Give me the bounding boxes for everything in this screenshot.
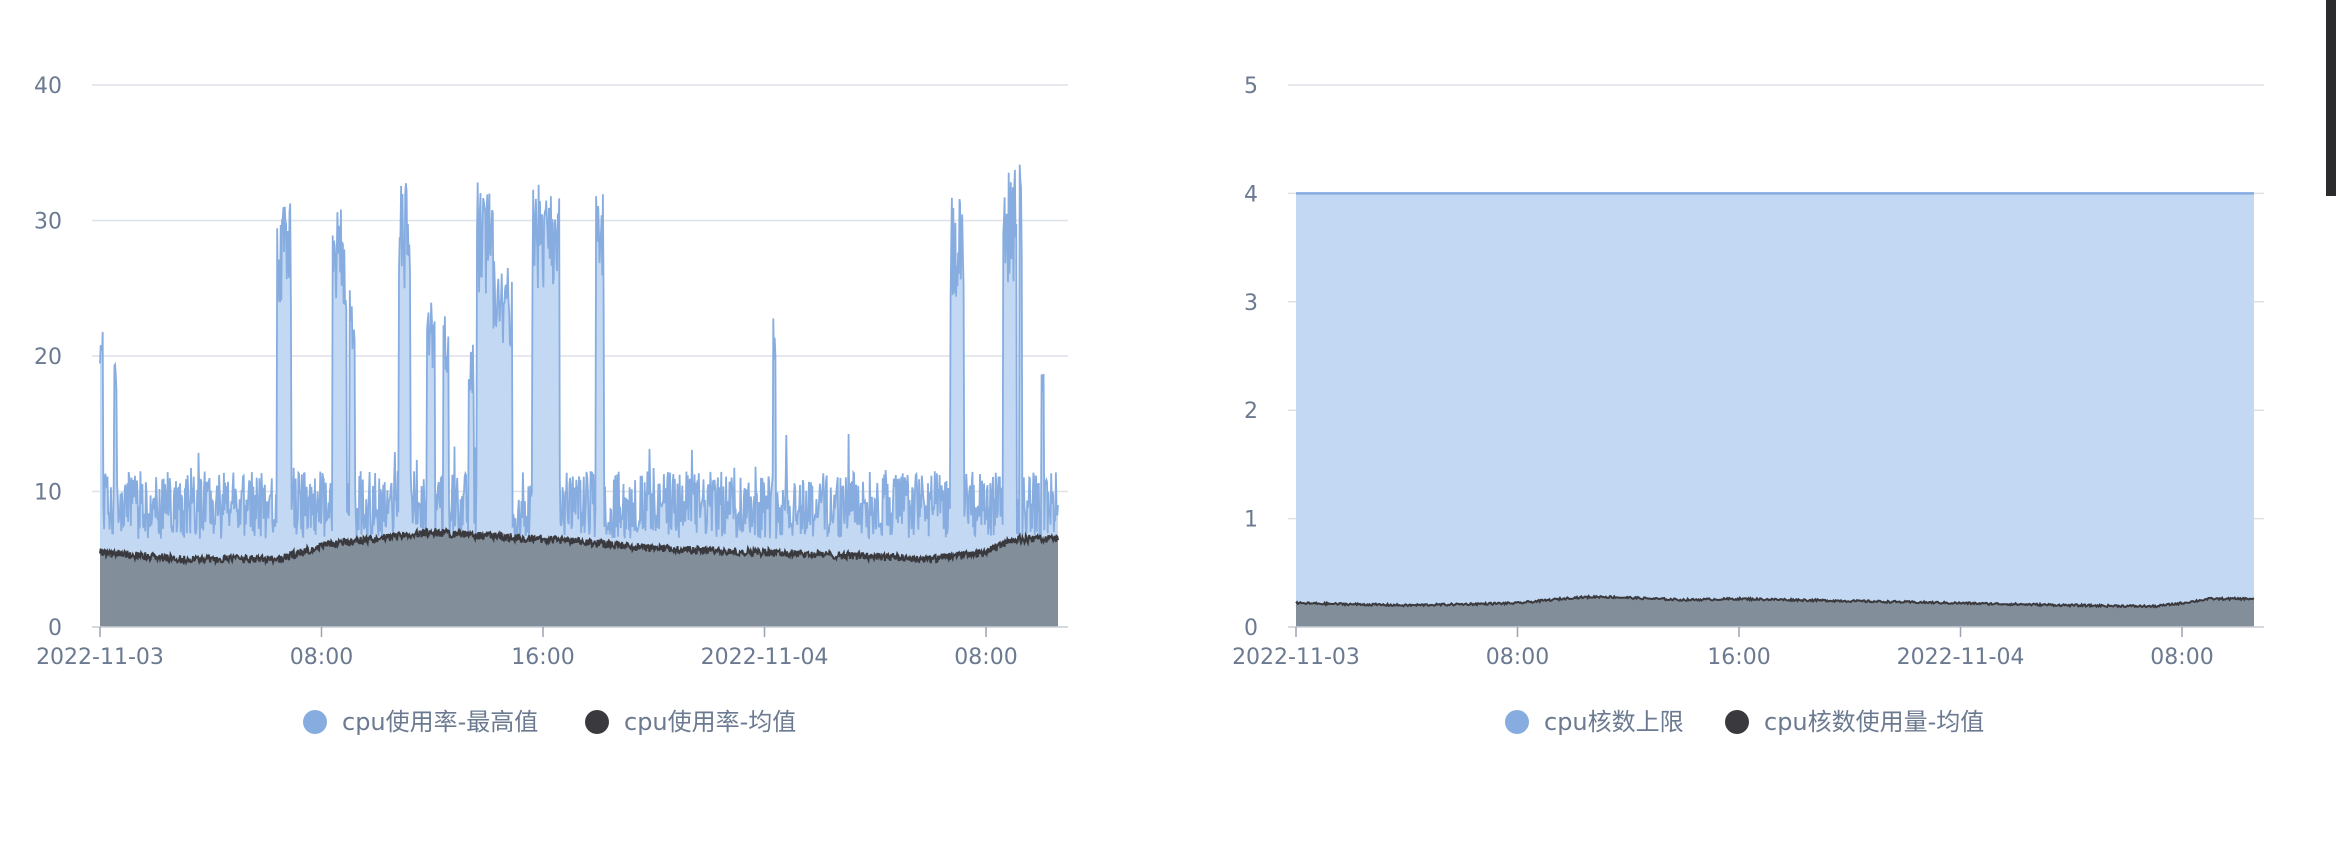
series-limit-area <box>1296 193 2254 627</box>
legend-label: cpu核数上限 <box>1544 708 1684 736</box>
y-tick-label: 20 <box>34 345 62 370</box>
scrollbar-thumb[interactable] <box>2326 0 2336 196</box>
x-tick-label: 2022-11-04 <box>701 645 829 670</box>
x-tick-label: 2022-11-03 <box>1232 645 1360 670</box>
x-tick-label: 2022-11-04 <box>1897 645 2025 670</box>
y-tick-label: 1 <box>1244 508 1258 533</box>
y-tick-label: 3 <box>1244 291 1258 316</box>
legend-swatch <box>585 710 609 734</box>
series-avg-line <box>99 526 1059 567</box>
legend-item[interactable]: cpu使用率-均值 <box>585 708 796 736</box>
legend-swatch <box>1505 710 1529 734</box>
y-tick-label: 10 <box>34 481 62 506</box>
x-tick-label: 2022-11-03 <box>36 645 164 670</box>
y-tick-label: 0 <box>48 616 62 641</box>
x-tick-label: 08:00 <box>954 645 1017 670</box>
y-tick-label: 2 <box>1244 399 1258 424</box>
legend-item[interactable]: cpu核数上限 <box>1505 708 1684 736</box>
x-tick-label: 08:00 <box>2150 645 2213 670</box>
legend-swatch <box>1725 710 1749 734</box>
x-tick-label: 08:00 <box>290 645 353 670</box>
y-tick-label: 30 <box>34 210 62 235</box>
cpu-usage-chart: 0 10 20 30 40 2022-11-03 08:00 16:00 2022-11-04 0… <box>34 74 1068 736</box>
legend-label: cpu使用率-最高值 <box>342 708 538 736</box>
x-tick-label: 08:00 <box>1486 645 1549 670</box>
y-tick-label: 4 <box>1244 182 1258 207</box>
cpu-cores-chart: 0 1 2 3 4 5 2022-11-03 08:00 16:00 2022-11-04 08:0… <box>1232 74 2264 736</box>
series-max-line <box>99 164 1059 540</box>
legend-swatch <box>303 710 327 734</box>
x-tick-label: 16:00 <box>511 645 574 670</box>
y-tick-label: 0 <box>1244 616 1258 641</box>
series-usage-line <box>1295 594 2255 609</box>
legend-item[interactable]: cpu核数使用量-均值 <box>1725 708 1984 736</box>
y-tick-label: 5 <box>1244 74 1258 99</box>
series-usage-area <box>1296 596 2254 627</box>
legend-label: cpu核数使用量-均值 <box>1764 708 1984 736</box>
legend-item[interactable]: cpu使用率-最高值 <box>303 708 538 736</box>
y-tick-label: 40 <box>34 74 62 99</box>
legend-label: cpu使用率-均值 <box>624 708 796 736</box>
x-tick-label: 16:00 <box>1707 645 1770 670</box>
